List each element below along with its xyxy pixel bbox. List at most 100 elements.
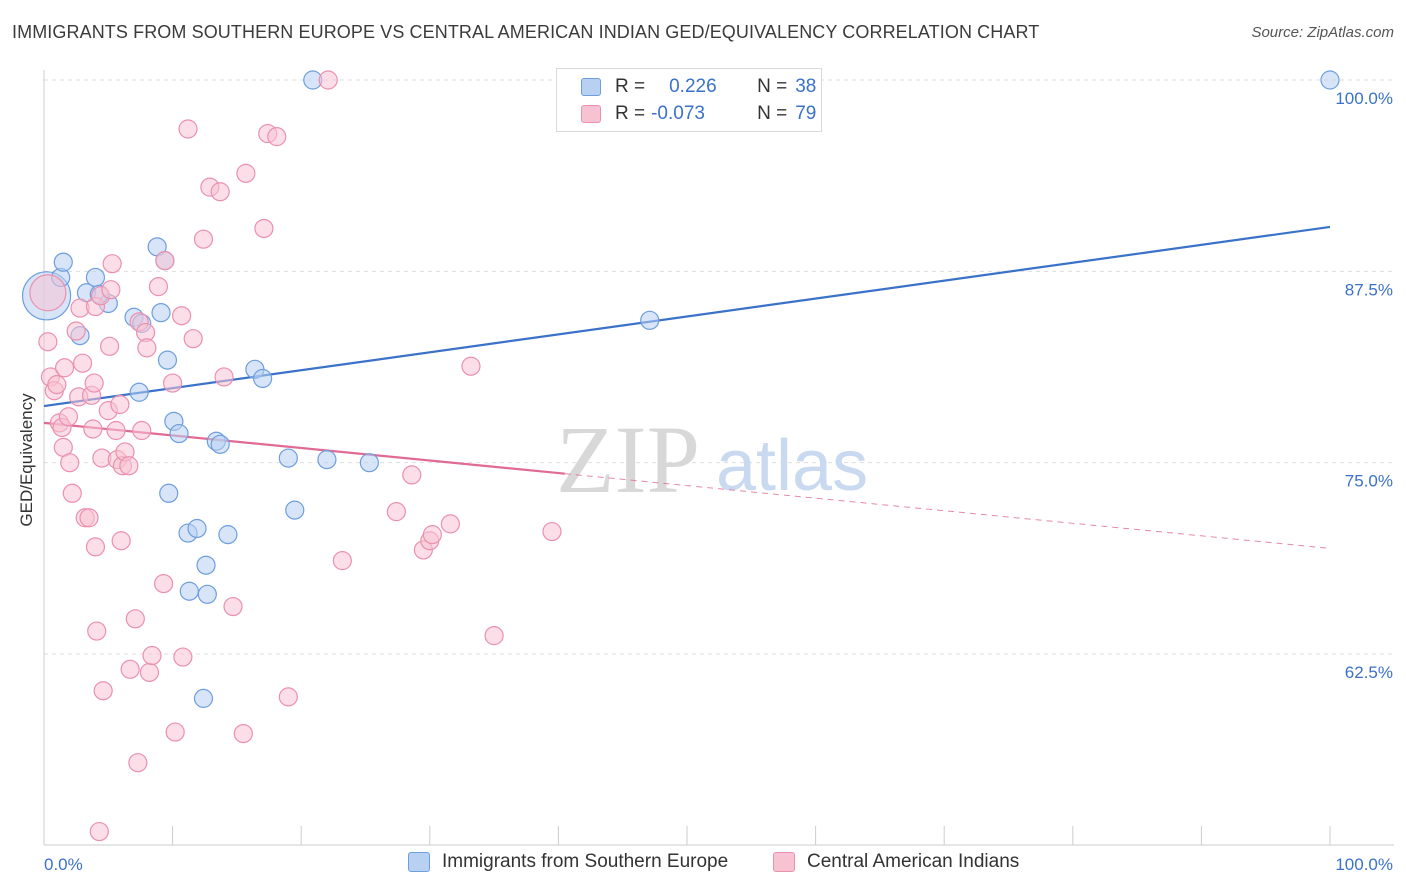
- stats-n-value-blue: 38: [795, 76, 817, 97]
- y-tick-label: 62.5%: [1345, 663, 1393, 682]
- trend-line-pink-dashed: [564, 473, 1331, 549]
- point-pink: [93, 681, 113, 701]
- tick-labels: 100.0% 87.5% 75.0% 62.5% 0.0% 100.0%: [44, 89, 1393, 874]
- point-pink: [120, 659, 140, 679]
- point-pink: [101, 280, 121, 300]
- point-pink: [254, 218, 274, 239]
- point-pink: [66, 321, 86, 341]
- point-blue: [317, 450, 337, 470]
- bottom-legend: Immigrants from Southern Europe Central …: [0, 851, 1406, 879]
- stats-swatch-pink: [581, 105, 601, 123]
- y-tick-label: 100.0%: [1335, 89, 1393, 108]
- point-blue: [159, 483, 179, 503]
- point-pink: [236, 163, 256, 183]
- point-blue: [193, 688, 214, 708]
- trend-line-pink: [43, 421, 565, 475]
- point-pink: [47, 375, 67, 395]
- point-blue: [359, 453, 379, 473]
- point-pink: [85, 537, 106, 557]
- watermark-zip: ZIP: [556, 406, 700, 513]
- point-pink: [163, 373, 183, 393]
- point-pink: [87, 621, 107, 641]
- point-blue: [210, 434, 230, 454]
- point-blue: [187, 518, 207, 539]
- point-pink: [102, 254, 122, 274]
- point-blue: [218, 525, 238, 545]
- point-pink: [110, 394, 130, 415]
- legend-item-blue[interactable]: Immigrants from Southern Europe: [408, 851, 728, 873]
- stats-row-pink: R = -0.073 N = 79: [581, 101, 816, 127]
- point-pink: [62, 483, 82, 503]
- point-pink: [155, 251, 175, 271]
- point-pink: [153, 573, 174, 594]
- legend-label-blue: Immigrants from Southern Europe: [442, 851, 729, 872]
- point-pink: [125, 609, 145, 629]
- stats-n-label-pink: N =: [757, 103, 788, 124]
- stats-r-label-pink: R =: [615, 103, 646, 124]
- point-blue: [129, 382, 149, 402]
- point-blue: [197, 584, 217, 604]
- stats-r-label-blue: R =: [615, 76, 646, 97]
- point-pink: [60, 453, 80, 473]
- point-pink: [422, 525, 442, 545]
- point-blue: [157, 350, 178, 370]
- trend-line-blue: [43, 225, 1331, 408]
- point-pink: [233, 723, 253, 744]
- point-pink: [84, 373, 104, 393]
- point-pink: [83, 419, 103, 439]
- point-pink: [267, 127, 287, 147]
- point-pink: [29, 274, 67, 312]
- data-points: [21, 70, 1340, 842]
- point-blue: [1320, 70, 1340, 90]
- point-pink: [54, 358, 75, 378]
- legend-item-pink[interactable]: Central American Indians: [773, 851, 1019, 873]
- stats-n-value-pink: 79: [795, 103, 817, 124]
- point-pink: [484, 626, 504, 646]
- y-tick-label: 75.0%: [1345, 472, 1393, 491]
- point-pink: [332, 551, 352, 571]
- point-blue: [169, 423, 189, 444]
- point-pink: [38, 332, 58, 352]
- watermark: ZIP atlas: [556, 406, 868, 513]
- point-pink: [119, 456, 139, 476]
- point-blue: [196, 555, 216, 575]
- stats-row-blue: R = 0.226 N = 38: [581, 74, 816, 100]
- point-pink: [72, 353, 93, 373]
- stats-swatch-blue: [581, 78, 601, 96]
- chart-title: IMMIGRANTS FROM SOUTHERN EUROPE VS CENTR…: [12, 22, 1040, 42]
- point-pink: [79, 508, 99, 528]
- point-pink: [106, 420, 126, 441]
- point-pink: [178, 119, 198, 139]
- point-pink: [183, 329, 203, 349]
- watermark-atlas: atlas: [716, 426, 868, 506]
- point-pink: [58, 407, 79, 427]
- point-pink: [172, 306, 192, 326]
- point-pink: [128, 753, 148, 773]
- point-pink: [402, 465, 422, 485]
- legend-swatch-blue: [408, 852, 430, 872]
- point-pink: [278, 687, 298, 707]
- point-pink: [386, 502, 406, 522]
- stats-r-value-pink: -0.073: [651, 103, 705, 124]
- point-pink: [318, 70, 338, 90]
- point-pink: [173, 647, 193, 667]
- point-pink: [165, 722, 185, 742]
- stats-legend: R = 0.226 N = 38 R = -0.073 N = 79: [556, 68, 822, 132]
- legend-swatch-pink: [773, 852, 795, 872]
- y-tick-label: 87.5%: [1345, 280, 1393, 299]
- point-pink: [139, 662, 160, 682]
- point-pink: [99, 336, 120, 356]
- y-axis-label: GED/Equivalency: [17, 393, 36, 527]
- point-pink: [132, 420, 152, 441]
- x-tick-label-right: 100.0%: [1335, 855, 1393, 874]
- point-blue: [151, 303, 171, 323]
- legend-label-pink: Central American Indians: [807, 851, 1020, 872]
- point-pink: [214, 367, 234, 387]
- point-pink: [440, 514, 460, 534]
- chart-source: Source: ZipAtlas.com: [1251, 24, 1394, 41]
- point-blue: [253, 368, 273, 389]
- point-blue: [285, 500, 305, 520]
- point-pink: [89, 821, 109, 842]
- stats-n-label-blue: N =: [757, 76, 788, 97]
